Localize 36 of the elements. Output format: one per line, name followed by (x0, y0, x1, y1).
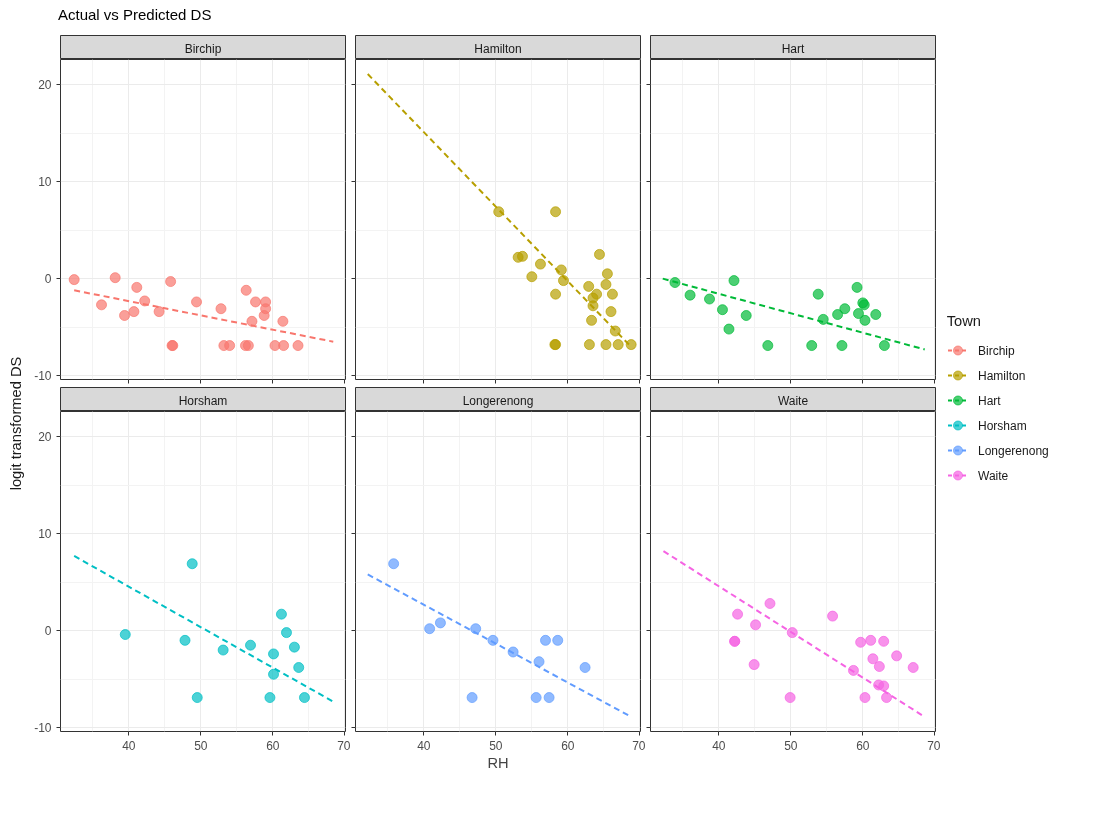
y-tick-label: 20 (38, 430, 52, 445)
y-axis-title: logit transformed DS (8, 356, 25, 491)
legend-label: Hamilton (978, 368, 1026, 383)
legend-title: Town (946, 312, 981, 329)
chart-title: Actual vs Predicted DS (58, 5, 212, 25)
chart-subtitle: Birchip (184, 41, 222, 56)
legend-label: Birchip (978, 343, 1016, 358)
y-tick-label: -10 (34, 721, 52, 736)
chart-subtitle: Hart (781, 41, 805, 56)
y-tick-label: 0 (44, 624, 52, 639)
legend-label: Waite (978, 468, 1009, 483)
x-tick-label: 70 (337, 738, 351, 753)
chart-subtitle: Longerenong (462, 393, 534, 408)
y-tick-label: 10 (38, 527, 52, 542)
legend-label: Longerenong (978, 443, 1049, 458)
x-axis-title: RH (487, 754, 509, 771)
y-tick-label: 0 (44, 272, 52, 287)
x-tick-label: 50 (489, 738, 503, 753)
x-tick-label: 60 (856, 738, 870, 753)
x-tick-label: 40 (122, 738, 136, 753)
x-tick-label: 40 (417, 738, 431, 753)
x-tick-label: 50 (194, 738, 208, 753)
x-tick-label: 60 (561, 738, 575, 753)
x-tick-label: 70 (927, 738, 941, 753)
x-tick-label: 70 (632, 738, 646, 753)
legend-label: Hart (978, 393, 1002, 408)
x-tick-label: 50 (784, 738, 798, 753)
chart-subtitle: Waite (777, 393, 809, 408)
chart-subtitle: Hamilton (474, 41, 522, 56)
x-tick-label: 60 (266, 738, 280, 753)
chart-subtitle: Horsham (178, 393, 228, 408)
y-tick-label: 10 (38, 175, 52, 190)
legend-label: Horsham (978, 418, 1027, 433)
x-tick-label: 40 (712, 738, 726, 753)
y-tick-label: -10 (34, 369, 52, 384)
y-tick-label: 20 (38, 78, 52, 93)
